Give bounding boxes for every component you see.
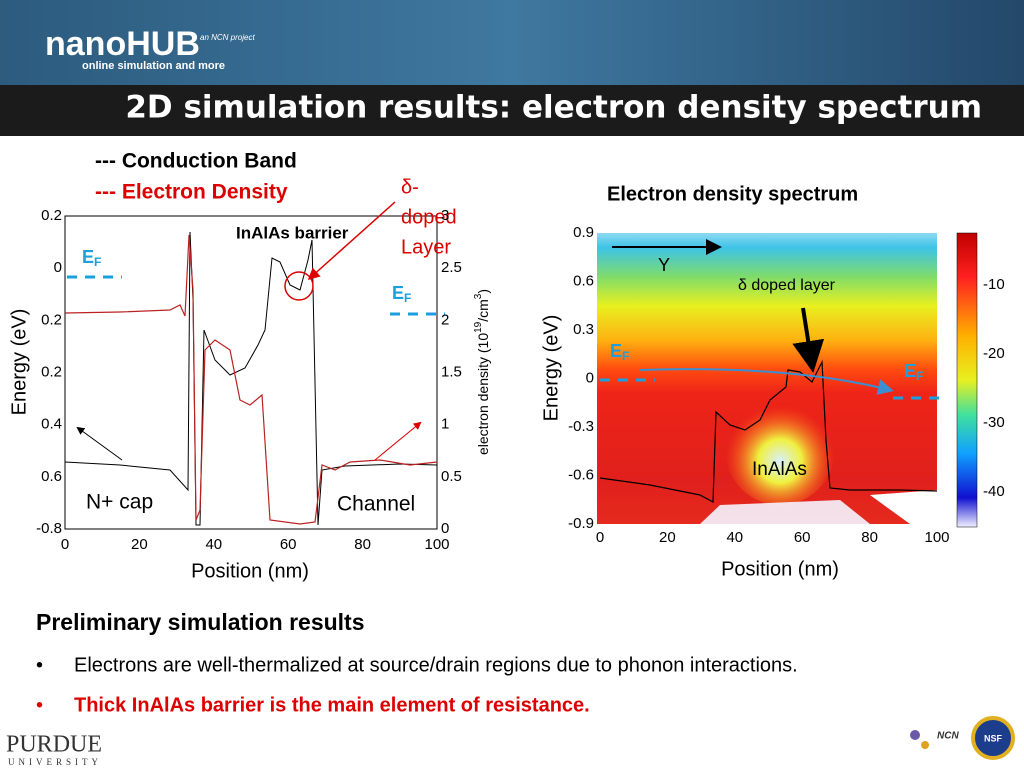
delta-label: δ- [401,176,419,198]
region-label: Channel [337,493,415,516]
x-tick-label: 0 [596,529,604,546]
arrow-right [374,421,422,461]
x-tick-label: 100 [924,529,949,546]
highlight-circle [284,271,314,301]
y-tick-label: 0 [54,259,62,276]
colorbar-tick-label: -30 [983,414,1005,431]
y-tick-label: 0.6 [41,468,62,485]
x-tick-label: 40 [726,529,743,546]
electron-density [64,234,438,525]
x-tick-label: 60 [794,529,811,546]
y-tick-label: 0.2 [41,363,62,380]
y-tick-label: 0.4 [41,416,62,433]
y2-tick-label: 0 [441,520,449,537]
y-tick-label: -0.8 [36,520,62,537]
nsf-text: NSF [984,733,1003,743]
ncn-dot [921,741,929,749]
arrow-label: Y [658,255,670,275]
bullet-dot: • [36,654,43,676]
fermi-arrow [639,368,894,395]
region-label: InAlAs [752,459,807,480]
x-tick-label: 40 [205,536,222,553]
y-tick-label: 0.3 [573,321,594,338]
colorbar-tick-label: -10 [983,276,1005,293]
right-figure: Electron density spectrum Y δ doped laye… [540,183,1004,580]
x-axis-label: Position (nm) [721,558,839,580]
y2-tick-label: 1 [441,416,449,433]
x-axis-label: Position (nm) [191,560,309,582]
barrier-label: InAlAs barrier [236,223,349,242]
purdue-sub: UNIVERSITY [8,757,102,767]
plot-frame [64,215,438,530]
y2-tick-label: 2 [441,311,449,328]
y2-tick-label: 0.5 [441,468,462,485]
x-tick-label: 20 [131,536,148,553]
nsf-logo [971,716,1015,760]
y2-axis-label: electron density (1019/cm3) [473,289,491,455]
y-tick-label: 0.2 [41,311,62,328]
region-label: N+ cap [86,491,153,514]
x-tick-label: 20 [659,529,676,546]
y-tick-label: 0.2 [41,207,62,224]
heatmap-white [700,500,870,524]
y-axis-label: Energy (eV) [8,309,30,416]
colorbar-tick-label: -40 [983,483,1005,500]
header-band [0,0,1024,86]
fermi-label: EF [392,283,411,305]
figure-title: Electron density spectrum [607,183,858,205]
bullet-dot: • [36,694,43,716]
delta-arrow [792,307,825,373]
conduction-band [64,231,438,526]
logo: nanoHUB [45,25,200,63]
delta-label: Layer [401,236,451,258]
y-tick-label: 0 [586,369,594,386]
x-tick-label: 100 [424,536,449,553]
tagline: online simulation and more [82,60,225,72]
left-figure: --- Conduction Band --- Electron Density… [8,150,490,583]
bullet: Thick InAlAs barrier is the main element… [74,694,590,716]
ncn-dot [910,730,920,740]
y-tick-label: -0.6 [568,466,594,483]
y-tick-label: 0.6 [573,272,594,289]
ncn-logo: NCN [937,731,959,742]
heatmap-white [870,490,937,524]
colorbar-tick-label: -20 [983,345,1005,362]
colorbar [956,232,978,528]
x-tick-label: 80 [354,536,371,553]
delta-label: δ doped layer [738,277,836,294]
notes-heading: Preliminary simulation results [36,609,365,635]
y-tick-label: 0.9 [573,224,594,241]
bullet: Electrons are well-thermalized at source… [74,654,798,676]
y2-tick-label: 1.5 [441,363,462,380]
legend-ed: --- Electron Density [95,181,288,204]
delta-arrow [307,201,396,280]
x-tick-label: 60 [280,536,297,553]
y2-tick-label: 2.5 [441,259,462,276]
title-bar [0,85,1024,136]
fermi-label: EF [82,247,101,269]
y-axis-label: Energy (eV) [540,315,562,422]
band-curve [599,359,938,503]
purdue: PURDUE [6,732,102,758]
delta-label: doped [401,206,457,228]
arrow-left [76,426,123,461]
slide-title: 2D simulation results: electron density … [125,90,982,126]
y2-tick-label: 3 [441,207,449,224]
heatmap-blob [725,395,835,505]
legend-cb: --- Conduction Band [95,150,297,173]
fermi-label: EF [610,341,629,363]
logo-note: an NCN project [200,33,255,42]
y-tick-label: -0.3 [568,418,594,435]
x-tick-label: 0 [61,536,69,553]
x-tick-label: 80 [861,529,878,546]
fermi-label: EF [904,361,923,383]
y-tick-label: -0.9 [568,515,594,532]
